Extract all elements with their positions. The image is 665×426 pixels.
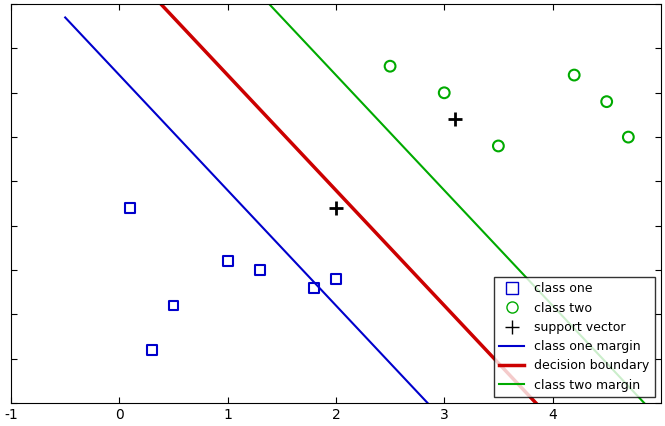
Point [255,267,265,273]
Point [450,116,460,123]
Point [385,63,396,69]
Point [569,72,579,78]
Point [601,98,612,105]
Point [331,276,341,282]
Point [125,204,136,211]
Point [439,89,450,96]
Point [222,258,233,265]
Point [331,204,341,211]
Point [309,284,320,291]
Point [146,346,157,353]
Point [168,302,179,309]
Legend: class one, class two, support vector, class one margin, decision boundary, class: class one, class two, support vector, cl… [494,277,654,397]
Point [623,134,634,141]
Point [493,143,503,150]
